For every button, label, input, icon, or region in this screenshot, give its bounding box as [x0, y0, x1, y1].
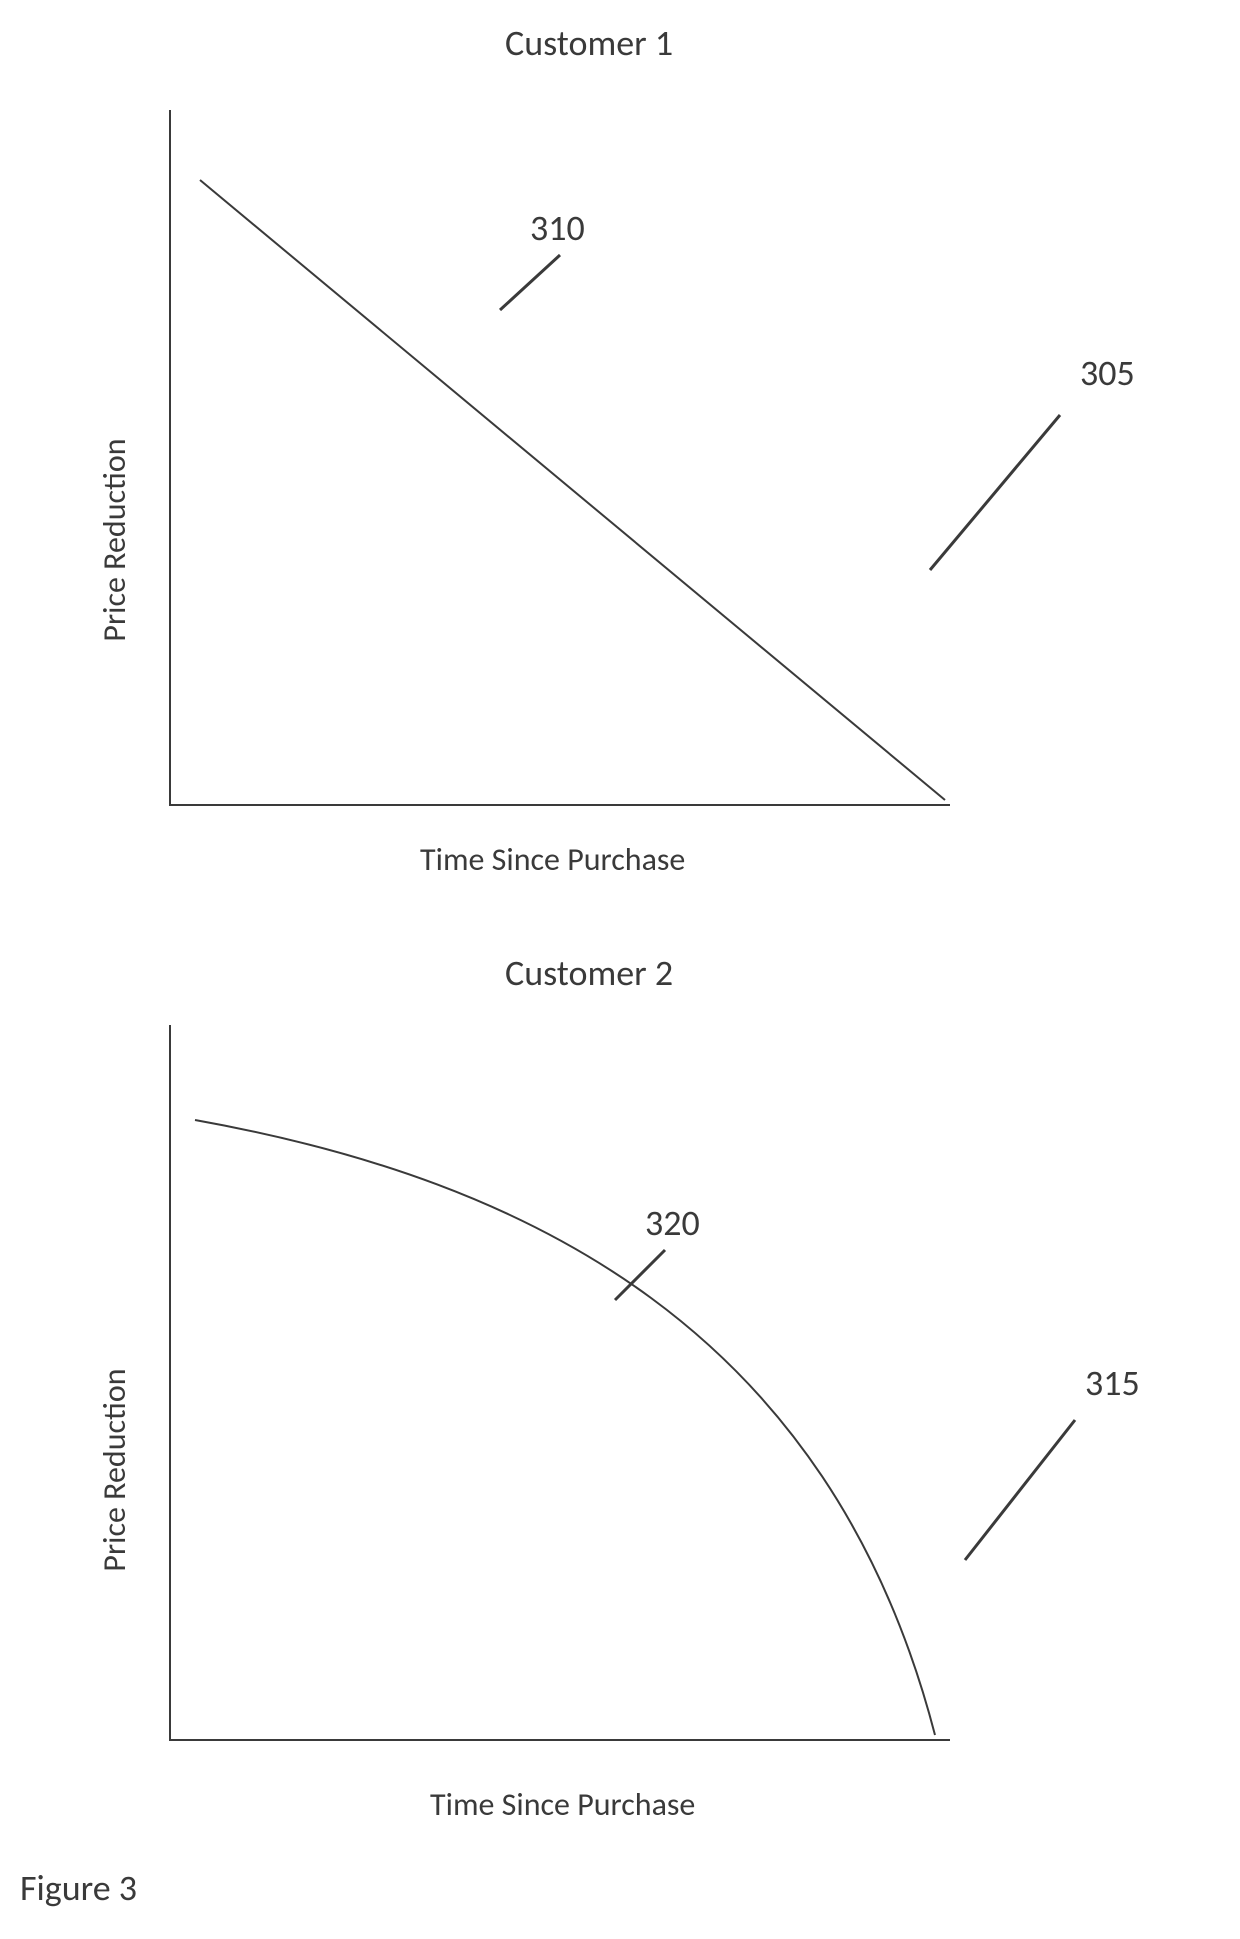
chart2-callout-315-label: 315	[1085, 1361, 1140, 1405]
chart2-axes	[170, 1025, 950, 1740]
chart1-title: Customer 1	[505, 21, 673, 65]
chart2-xlabel: Time Since Purchase	[430, 1785, 695, 1824]
figure-label: Figure 3	[20, 1866, 137, 1910]
chart1-callout-310-leader	[500, 255, 560, 310]
chart2-callout-315-leader	[965, 1420, 1075, 1560]
chart1-callout-310-label: 310	[530, 206, 585, 250]
chart2-curve	[195, 1120, 935, 1735]
chart2-title: Customer 2	[505, 951, 673, 995]
chart2-callout-320-label: 320	[645, 1201, 700, 1245]
chart1-xlabel: Time Since Purchase	[420, 840, 685, 879]
chart1-curve	[200, 180, 945, 800]
chart1-callout-305-leader	[930, 415, 1060, 570]
figure-svg: Customer 1 310 305 Time Since Purchase P…	[0, 0, 1240, 1939]
chart1-ylabel: Price Reduction	[95, 438, 134, 641]
chart2-callout-320-leader	[615, 1250, 665, 1300]
figure-page: Customer 1 310 305 Time Since Purchase P…	[0, 0, 1240, 1939]
chart2-ylabel: Price Reduction	[95, 1368, 134, 1571]
chart1-callout-305-label: 305	[1080, 351, 1135, 395]
